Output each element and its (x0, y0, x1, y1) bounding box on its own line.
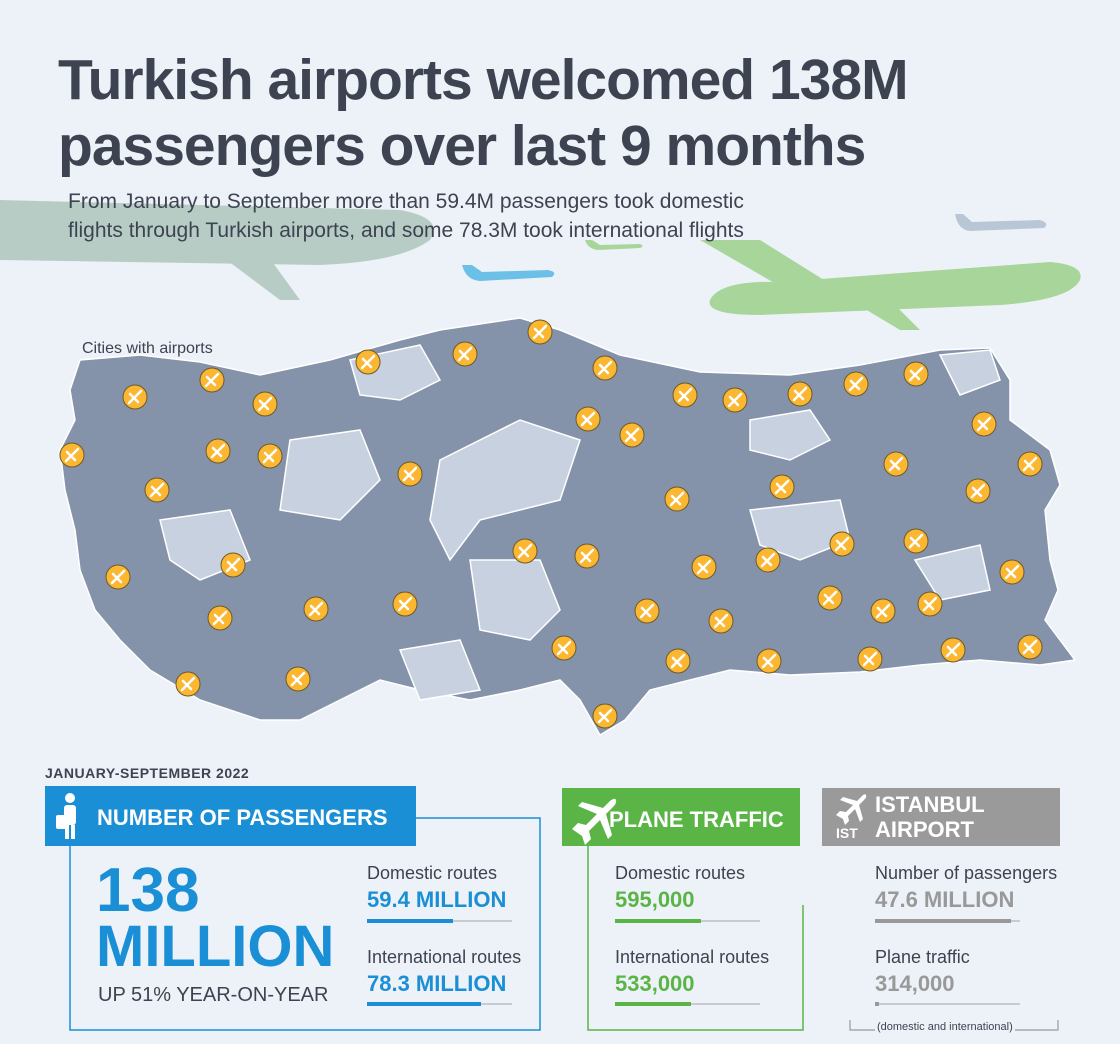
airport-icon (848, 376, 864, 392)
airport-icon (210, 443, 226, 459)
airport-icon (402, 466, 418, 482)
item-bar (367, 919, 512, 923)
plane-green (700, 240, 1081, 330)
plane-left (0, 200, 434, 300)
airport-icon (1022, 456, 1038, 472)
airport-icon (670, 653, 686, 669)
traffic-frame (587, 846, 804, 1031)
airport-icon (888, 456, 904, 472)
airport-icon (532, 324, 548, 340)
change: UP 51% YEAR-ON-YEAR (98, 984, 329, 1006)
panel-title: ISTANBUL (875, 792, 985, 817)
item-label: Plane traffic (875, 947, 970, 967)
title-line: Turkish airports welcomed 138M (58, 48, 909, 112)
airport-icon (822, 590, 838, 606)
subtitle-line: From January to September more than 59.4… (68, 190, 744, 213)
airport-icon (180, 676, 196, 692)
airport-icon (922, 596, 938, 612)
item-value: 78.3 MILLION (367, 971, 507, 996)
plane-grey (955, 214, 1047, 231)
total-unit: MILLION (96, 914, 335, 979)
subtitle-line: flights through Turkish airports, and so… (68, 219, 744, 242)
item-value: 314,000 (875, 971, 955, 996)
item-label: Domestic routes (615, 863, 746, 883)
airport-icon (862, 651, 878, 667)
airport-icon (308, 601, 324, 617)
airport-icon (127, 389, 143, 405)
item-value: 595,000 (615, 887, 695, 912)
item-bar (615, 1002, 760, 1006)
airport-icon (1004, 564, 1020, 580)
airport-icon (677, 387, 693, 403)
airport-icon (149, 482, 165, 498)
item-label: International routes (615, 947, 770, 967)
airport-icon (225, 557, 241, 573)
item-bar (875, 919, 1020, 923)
item-value: 47.6 MILLION (875, 887, 1015, 912)
passenger-icon (56, 793, 76, 839)
airport-icon (639, 603, 655, 619)
passengers-header-bg (45, 786, 416, 846)
airport-icon (212, 610, 228, 626)
airport-icon (597, 708, 613, 724)
item-bar (875, 1002, 1020, 1006)
item-label: Number of passengers (875, 863, 1058, 883)
period: JANUARY-SEPTEMBER 2022 (45, 765, 250, 781)
airport-icon (597, 360, 613, 376)
title-line: passengers over last 9 months (58, 114, 866, 178)
airport-markers (59, 319, 1043, 729)
panel-title: PLANE TRAFFIC (609, 807, 784, 832)
item-value: 59.4 MILLION (367, 887, 507, 912)
ist-code: IST (836, 825, 858, 841)
airport-icon (290, 671, 306, 687)
airport-icon (976, 416, 992, 432)
item-label: International routes (367, 947, 522, 967)
airport-icon (945, 642, 961, 658)
airport-icon (517, 543, 533, 559)
airport-icon (669, 491, 685, 507)
item-bar (367, 1002, 512, 1006)
airport-icon (204, 372, 220, 388)
airport-icon (397, 596, 413, 612)
plane-small-green (585, 240, 643, 250)
airport-icon (580, 411, 596, 427)
note: (domestic and international) (875, 1021, 1015, 1033)
airport-icon (64, 447, 80, 463)
airport-icon (908, 366, 924, 382)
airport-icon (257, 396, 273, 412)
airport-icon (761, 653, 777, 669)
panel-title: NUMBER OF PASSENGERS (97, 805, 388, 830)
airport-icon (556, 640, 572, 656)
airport-icon (579, 548, 595, 564)
airport-icon (875, 603, 891, 619)
airport-icon (360, 354, 376, 370)
item-bar (615, 919, 760, 923)
map-light-regions (159, 344, 1001, 701)
airport-icon (624, 427, 640, 443)
airport-icon (713, 613, 729, 629)
total-number: 138 (96, 856, 200, 925)
airport-icon (792, 386, 808, 402)
airport-icon (774, 479, 790, 495)
airport-icon (262, 448, 278, 464)
item-label: Domestic routes (367, 863, 498, 883)
airport-icon (110, 569, 126, 585)
airport-icon (727, 392, 743, 408)
plane-icon-grey (836, 794, 867, 825)
item-value: 533,000 (615, 971, 695, 996)
airport-icon (457, 346, 473, 362)
panel-title: AIRPORT (875, 817, 974, 842)
map-label: Cities with airports (82, 340, 213, 357)
airport-icon (970, 483, 986, 499)
airport-icon (834, 536, 850, 552)
airport-icon (908, 533, 924, 549)
airport-icon (696, 559, 712, 575)
airport-icon (760, 552, 776, 568)
map-country (59, 317, 1077, 737)
airport-icon (1022, 639, 1038, 655)
plane-icon-green (572, 798, 617, 845)
plane-blue (462, 265, 555, 281)
